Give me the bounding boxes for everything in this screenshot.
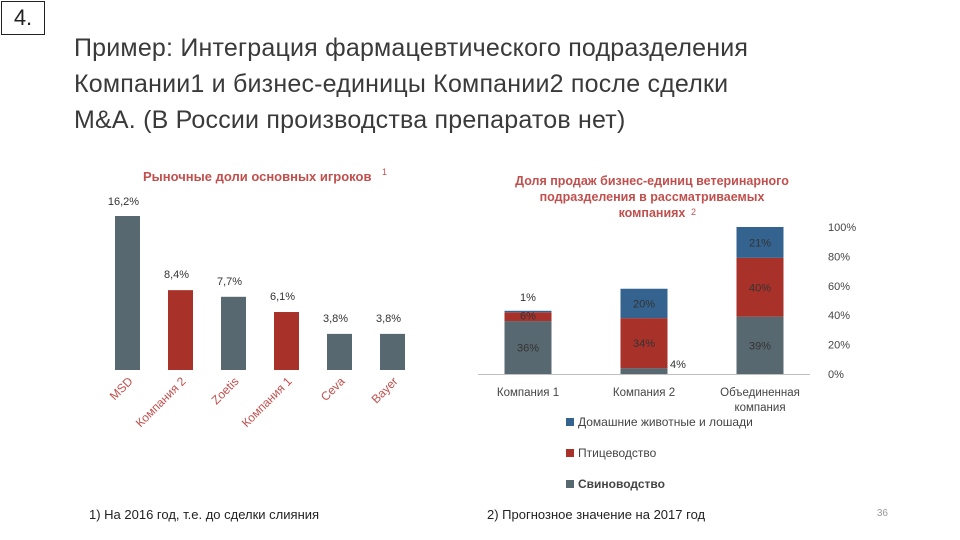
value-label-6: 3,8% bbox=[376, 313, 401, 325]
legend-label-2: Птицеводство bbox=[578, 446, 657, 460]
category-label-4: Компания 1 bbox=[239, 374, 295, 430]
page-number: 36 bbox=[876, 508, 888, 519]
slide-number: 4. bbox=[1, 1, 45, 35]
bar-2-series-3 bbox=[620, 288, 668, 319]
bar-5 bbox=[327, 333, 352, 370]
chart-title-line-2: подразделения в рассматриваемых bbox=[540, 190, 765, 204]
bar-1-series-2 bbox=[504, 312, 552, 322]
segment-label-2-3: 20% bbox=[633, 298, 655, 310]
category-label-2: Компания 2 bbox=[613, 387, 675, 399]
bar-3 bbox=[221, 296, 246, 370]
segment-label-3-3: 21% bbox=[749, 237, 771, 249]
bar-1 bbox=[115, 216, 140, 370]
bar-2-series-1 bbox=[620, 368, 668, 374]
legend-label-3: Свиноводство bbox=[578, 477, 665, 491]
footnote-left: 1) На 2016 год, т.е. до сделки слияния bbox=[89, 507, 320, 522]
value-label-1: 16,2% bbox=[108, 196, 139, 208]
footnote-right: 2) Прогнозное значение на 2017 год bbox=[487, 507, 706, 522]
chart-title: Рыночные доли основных игроков bbox=[143, 169, 371, 184]
business-unit-share-chart: Доля продаж бизнес-единиц ветеринарного п… bbox=[478, 174, 856, 491]
segment-label-3-2: 40% bbox=[749, 282, 771, 294]
segment-label-3-1: 39% bbox=[749, 340, 771, 352]
category-label-1: MSD bbox=[107, 374, 136, 403]
bar-1-series-1 bbox=[504, 321, 552, 374]
title-line-1: Пример: Интеграция фармацевтического под… bbox=[74, 34, 749, 62]
y-tick-0pct: 0% bbox=[828, 369, 844, 381]
segment-label-2-1: 4% bbox=[670, 359, 686, 371]
chart-title-line-1: Доля продаж бизнес-единиц ветеринарного bbox=[515, 174, 789, 188]
y-tick-60pct: 60% bbox=[828, 281, 850, 293]
bar-3-series-1 bbox=[736, 316, 784, 374]
category-label-3: Zoetis bbox=[209, 374, 242, 407]
segment-label-1-2: 6% bbox=[520, 311, 536, 323]
bar-6 bbox=[380, 333, 405, 370]
title-line-3: M&A. (В России производства препаратов н… bbox=[74, 106, 626, 134]
value-label-5: 3,8% bbox=[323, 313, 348, 325]
bar-3-series-2 bbox=[736, 257, 784, 317]
segment-label-2-2: 34% bbox=[633, 338, 655, 350]
value-label-2: 8,4% bbox=[164, 269, 189, 281]
bar-2-series-2 bbox=[620, 318, 668, 369]
legend-swatch-2 bbox=[566, 449, 574, 457]
market-share-chart: Рыночные доли основных игроков 1 16,2% 8,… bbox=[107, 167, 405, 430]
value-label-4: 6,1% bbox=[270, 291, 295, 303]
title-line-2: Компании1 и бизнес-единицы Компании2 пос… bbox=[74, 70, 729, 98]
bar-4 bbox=[274, 312, 299, 370]
value-label-3: 7,7% bbox=[217, 276, 242, 288]
category-label-1: Компания 1 bbox=[497, 387, 559, 399]
category-label-3-line-2: компания bbox=[734, 402, 785, 414]
category-label-5: Ceva bbox=[318, 374, 348, 404]
bar-1-series-3 bbox=[504, 310, 552, 313]
y-tick-40pct: 40% bbox=[828, 310, 850, 322]
category-label-6: Bayer bbox=[369, 374, 401, 406]
y-tick-20pct: 20% bbox=[828, 340, 850, 352]
chart-title-line-3: компаниях bbox=[619, 206, 686, 220]
segment-label-1-3: 1% bbox=[520, 292, 536, 304]
legend-swatch-3 bbox=[566, 480, 574, 488]
legend-label-1: Домашние животные и лошади bbox=[578, 415, 753, 429]
slide-title: Пример: Интеграция фармацевтического под… bbox=[74, 30, 934, 138]
segment-label-1-1: 36% bbox=[517, 343, 539, 355]
category-label-3-line-1: Объединенная bbox=[720, 387, 800, 399]
chart-title-superscript: 1 bbox=[382, 167, 387, 177]
bar-3-series-3 bbox=[736, 227, 784, 258]
y-tick-80pct: 80% bbox=[828, 251, 850, 263]
chart-title-superscript: 2 bbox=[691, 207, 696, 217]
legend-swatch-1 bbox=[566, 418, 574, 426]
category-label-2: Компания 2 bbox=[133, 374, 189, 430]
y-tick-100pct: 100% bbox=[828, 222, 856, 234]
bar-2 bbox=[168, 290, 193, 370]
